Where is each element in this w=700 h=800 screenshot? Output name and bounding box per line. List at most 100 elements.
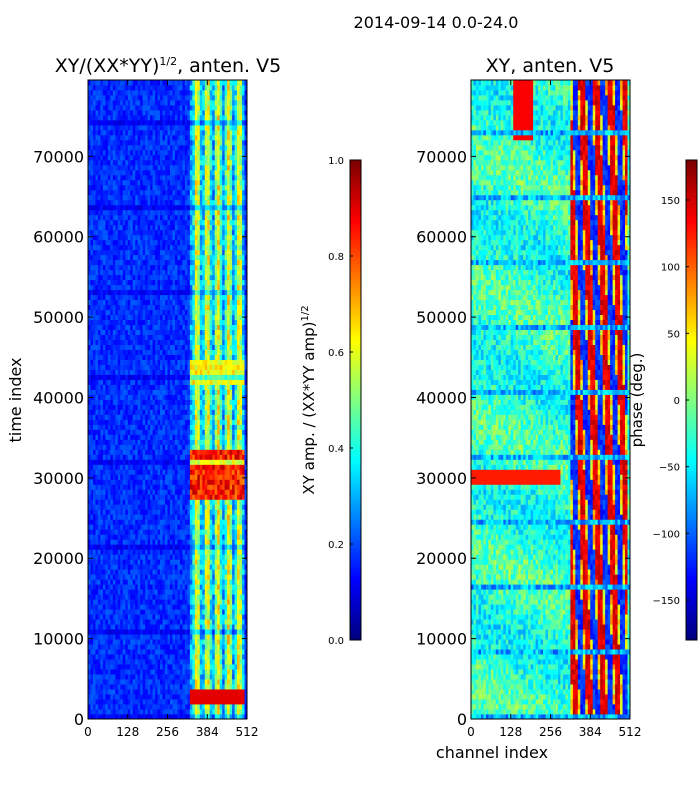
heatmap-cell [125, 589, 129, 595]
heatmap-cell [184, 494, 188, 500]
heatmap-cell [242, 589, 245, 595]
heatmap-cell [182, 409, 186, 415]
heatmap-cell [145, 469, 149, 475]
heatmap-cell [212, 529, 216, 535]
heatmap-cell [150, 584, 153, 590]
heatmap-cell [147, 619, 151, 625]
heatmap-cell [172, 634, 176, 640]
heatmap-cell [189, 599, 193, 605]
heatmap-cell [192, 379, 196, 385]
heatmap-cell [204, 664, 208, 670]
heatmap-cell [194, 389, 198, 395]
heatmap-cell [169, 694, 173, 700]
heatmap-cell [197, 514, 201, 520]
heatmap-cell [189, 714, 193, 720]
heatmap-cell [187, 479, 191, 485]
heatmap-cell [127, 519, 131, 525]
heatmap-cell [239, 694, 243, 700]
heatmap-cell [132, 644, 136, 650]
heatmap-cell [162, 629, 166, 635]
heatmap-cell [234, 514, 238, 520]
heatmap-cell [125, 714, 129, 720]
heatmap-cell [239, 449, 243, 455]
heatmap-cell [110, 519, 114, 525]
heatmap-cell [137, 529, 141, 535]
heatmap-cell [120, 444, 124, 450]
heatmap-cell [88, 679, 91, 685]
heatmap-cell [244, 549, 248, 555]
heatmap-cell [155, 624, 158, 630]
heatmap-cell [135, 384, 139, 390]
heatmap-cell [140, 674, 144, 680]
heatmap-cell [105, 479, 109, 485]
heatmap-cell [227, 524, 231, 530]
heatmap-cell [90, 699, 94, 705]
heatmap-cell [127, 494, 131, 500]
heatmap-cell [237, 589, 240, 595]
heatmap-cell [130, 529, 134, 535]
heatmap-cell [150, 464, 153, 470]
heatmap-cell [152, 604, 156, 610]
heatmap-cell [194, 624, 198, 630]
heatmap-cell [115, 654, 119, 660]
heatmap-cell [100, 594, 104, 600]
heatmap-cell [142, 369, 146, 375]
heatmap-cell [92, 649, 96, 655]
heatmap-cell [157, 424, 161, 430]
heatmap-cell [117, 414, 121, 420]
heatmap-cell [189, 504, 193, 510]
heatmap-cell [184, 524, 188, 530]
heatmap-cell [192, 679, 196, 685]
heatmap-cell [132, 404, 136, 410]
heatmap-cell [150, 609, 153, 615]
heatmap-cell [189, 684, 193, 690]
heatmap-cell [187, 329, 191, 335]
heatmap-cell [127, 679, 131, 685]
heatmap-cell [207, 509, 211, 515]
heatmap-cell [244, 329, 248, 335]
heatmap-cell [122, 429, 126, 435]
heatmap-cell [125, 704, 129, 710]
heatmap-cell [217, 484, 221, 490]
heatmap-cell [107, 524, 111, 530]
heatmap-cell [130, 359, 134, 365]
heatmap-cell [157, 414, 161, 420]
heatmap-cell [92, 434, 96, 440]
heatmap-cell [197, 409, 201, 415]
heatmap-cell [229, 599, 233, 605]
heatmap-cell [117, 354, 121, 360]
heatmap-cell [100, 694, 104, 700]
heatmap-cell [152, 439, 156, 445]
heatmap-cell [172, 584, 176, 590]
heatmap-cell [197, 414, 201, 420]
heatmap-cell [192, 664, 196, 670]
heatmap-cell [232, 679, 235, 685]
heatmap-cell [112, 414, 116, 420]
heatmap-cell [212, 704, 216, 710]
heatmap-cell [217, 409, 221, 415]
heatmap-cell [110, 354, 114, 360]
heatmap-cell [242, 539, 245, 545]
heatmap-cell [120, 394, 124, 400]
heatmap-cell [102, 564, 106, 570]
heatmap-cell [242, 639, 245, 645]
heatmap-cell [219, 659, 223, 665]
heatmap-cell [115, 639, 119, 645]
heatmap-cell [214, 389, 218, 395]
heatmap-cell [107, 704, 111, 710]
heatmap-cell [227, 479, 231, 485]
heatmap-cell [95, 604, 99, 610]
heatmap-cell [194, 349, 198, 355]
heatmap-cell [145, 364, 149, 370]
heatmap-cell [222, 634, 226, 640]
heatmap-cell [120, 329, 124, 335]
heatmap-cell [244, 559, 248, 565]
heatmap-cell [105, 379, 109, 385]
heatmap-cell [192, 619, 196, 625]
heatmap-cell [194, 614, 198, 620]
heatmap-cell [189, 334, 193, 340]
heatmap-cell [234, 684, 238, 690]
heatmap-cell [115, 444, 119, 450]
heatmap-cell [234, 384, 238, 390]
heatmap-cell [97, 589, 101, 595]
